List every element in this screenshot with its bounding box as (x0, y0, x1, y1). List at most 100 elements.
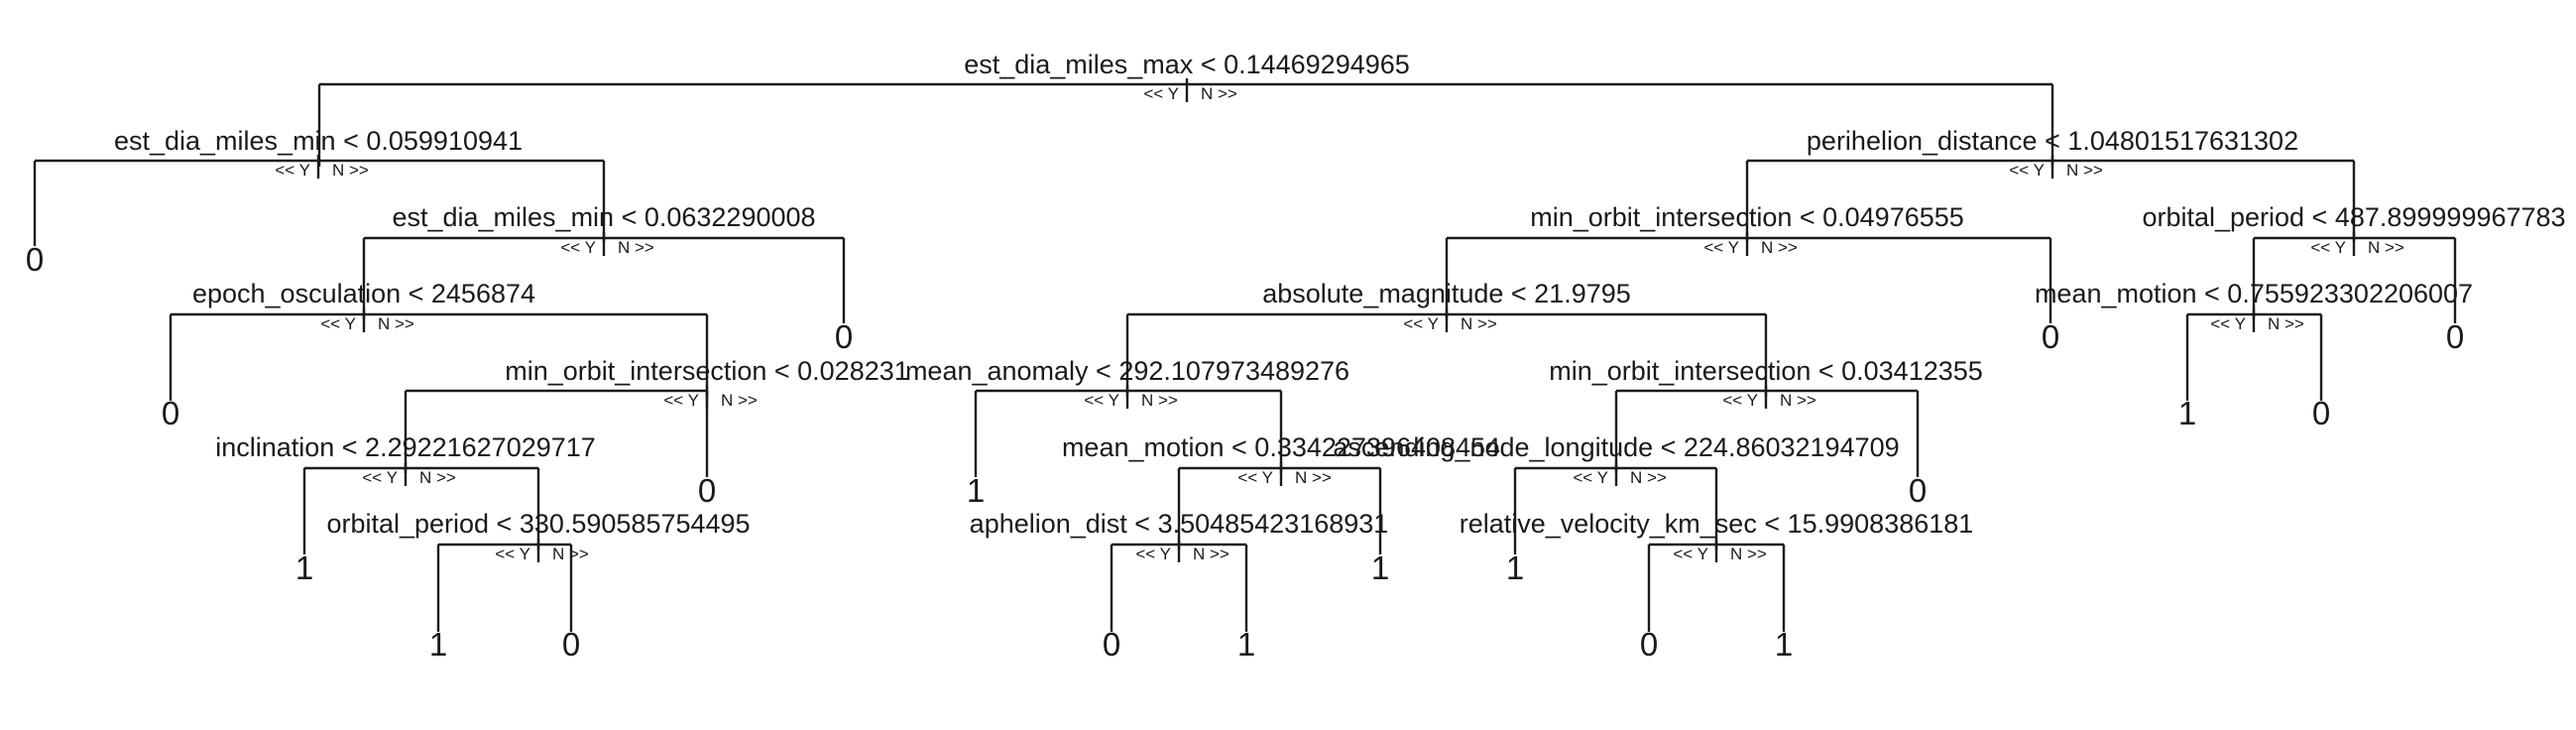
leaf-node-l16: 0 (2042, 318, 2059, 355)
split-label: est_dia_miles_max < 0.14469294965 (964, 50, 1410, 79)
split-node-n4: min_orbit_intersection < 0.028231 << Y N >… (404, 356, 909, 473)
leaf-node-l14: 1 (1775, 626, 1793, 663)
yes-label: << Y (2009, 161, 2045, 180)
leaf-node-l7: 0 (698, 472, 716, 509)
split-node-n0: est_dia_miles_max < 0.14469294965 << Y N >… (317, 50, 2054, 167)
split-node-n6: orbital_period < 330.590585754495 << Y N >… (326, 509, 751, 628)
leaf-node-l18: 1 (2178, 395, 2196, 431)
leaf-class-label: 0 (562, 626, 580, 663)
split-label: epoch_osculation < 2456874 (192, 279, 535, 308)
leaf-node-l4: 1 (295, 549, 313, 586)
split-node-n17: mean_motion < 0.755923302206007 << Y N >> (2035, 279, 2473, 397)
leaf-class-label: 1 (2178, 395, 2196, 431)
split-label: aphelion_dist < 3.50485423168931 (970, 509, 1389, 539)
split-node-n13: min_orbit_intersection < 0.03412355 << Y N… (1549, 356, 1983, 473)
no-label: N >> (618, 238, 654, 257)
split-node-n9: absolute_magnitude < 21.9795 << Y N >> (1125, 279, 1768, 397)
yes-label: << Y (2210, 314, 2246, 333)
no-label: N >> (2268, 314, 2304, 333)
yes-label: << Y (1722, 391, 1758, 410)
yes-label: << Y (320, 314, 356, 333)
no-label: N >> (2066, 161, 2103, 180)
split-label: mean_motion < 0.334227396408454 (1062, 432, 1500, 462)
leaf-class-label: 0 (1909, 472, 1927, 509)
yes-label: << Y (1673, 545, 1708, 563)
split-node-n7: perihelion_distance < 1.04801517631302 <<… (1745, 126, 2356, 242)
yes-label: << Y (1403, 314, 1439, 333)
split-label: orbital_period < 487.899999967783 (2142, 202, 2565, 232)
leaf-class-label: 1 (1775, 626, 1793, 663)
split-label: orbital_period < 330.590585754495 (326, 509, 750, 539)
leaf-node-l2: 0 (835, 318, 853, 355)
split-node-n8: min_orbit_intersection < 0.04976555 << Y N… (1445, 202, 2052, 319)
no-label: N >> (1630, 468, 1667, 487)
split-label: est_dia_miles_min < 0.059910941 (114, 126, 523, 156)
leaf-node-l17: 0 (2446, 318, 2464, 355)
leaf-node-l13: 0 (1640, 626, 1658, 663)
leaf-node-l10: 1 (1237, 626, 1255, 663)
no-label: N >> (1461, 314, 1497, 333)
no-label: N >> (1193, 545, 1229, 563)
split-node-n5: inclination < 2.29221627029717 << Y N >> (215, 432, 596, 550)
yes-label: << Y (1573, 468, 1608, 487)
leaf-node-l3: 0 (162, 395, 179, 431)
leaf-class-label: 1 (429, 626, 447, 663)
yes-label: << Y (362, 468, 398, 487)
leaf-node-l15: 0 (1909, 472, 1927, 509)
leaf-node-l12: 1 (1506, 549, 1524, 586)
split-node-n1: est_dia_miles_min < 0.059910941 << Y N >> (33, 126, 606, 242)
no-label: N >> (1201, 84, 1237, 103)
split-node-n3: epoch_osculation < 2456874 << Y N >> (169, 279, 709, 397)
split-node-n10: mean_anomaly < 292.107973489276 << Y N >> (905, 356, 1349, 473)
leaf-class-label: 1 (1506, 549, 1524, 586)
split-node-n16: orbital_period < 487.899999967783 << Y N >… (2142, 202, 2566, 319)
leaf-class-label: 1 (1371, 549, 1389, 586)
no-label: N >> (419, 468, 456, 487)
no-label: N >> (721, 391, 758, 410)
yes-label: << Y (1135, 545, 1171, 563)
no-label: N >> (1295, 468, 1332, 487)
leaf-class-label: 0 (698, 472, 716, 509)
split-node-n12: aphelion_dist < 3.50485423168931 << Y N >> (970, 509, 1389, 628)
split-label: mean_motion < 0.755923302206007 (2035, 279, 2473, 308)
split-node-n15: relative_velocity_km_sec < 15.9908386181… (1460, 509, 1974, 628)
yes-label: << Y (495, 545, 530, 563)
leaf-class-label: 0 (26, 241, 44, 278)
leaf-node-l5: 1 (429, 626, 447, 663)
yes-label: << Y (663, 391, 699, 410)
leaf-node-l6: 0 (562, 626, 580, 663)
yes-label: << Y (1084, 391, 1119, 410)
no-label: N >> (378, 314, 414, 333)
yes-label: << Y (1703, 238, 1739, 257)
no-label: N >> (2368, 238, 2404, 257)
split-label: perihelion_distance < 1.04801517631302 (1807, 126, 2298, 156)
leaf-class-label: 0 (835, 318, 853, 355)
leaf-class-label: 0 (162, 395, 179, 431)
yes-label: << Y (2310, 238, 2346, 257)
leaf-class-label: 1 (295, 549, 313, 586)
leaf-node-l19: 0 (2312, 395, 2330, 431)
yes-label: << Y (275, 161, 310, 180)
split-node-n2: est_dia_miles_min < 0.0632290008 << Y N >> (362, 202, 846, 319)
leaf-class-label: 0 (1103, 626, 1120, 663)
split-node-n14: ascending_node_longitude < 224.860321947… (1333, 432, 1900, 550)
yes-label: << Y (1237, 468, 1273, 487)
split-label: est_dia_miles_min < 0.0632290008 (392, 202, 815, 232)
split-label: relative_velocity_km_sec < 15.9908386181 (1460, 509, 1974, 539)
no-label: N >> (1730, 545, 1767, 563)
split-label: absolute_magnitude < 21.9795 (1262, 279, 1631, 308)
yes-label: << Y (560, 238, 596, 257)
leaf-class-label: 0 (2312, 395, 2330, 431)
split-node-n11: mean_motion < 0.334227396408454 << Y N >> (1062, 432, 1500, 550)
no-label: N >> (332, 161, 369, 180)
leaf-class-label: 0 (2446, 318, 2464, 355)
leaf-node-l8: 1 (967, 472, 985, 509)
yes-label: << Y (1143, 84, 1179, 103)
split-label: min_orbit_intersection < 0.04976555 (1530, 202, 1964, 232)
no-label: N >> (1141, 391, 1178, 410)
split-label: min_orbit_intersection < 0.03412355 (1549, 356, 1983, 386)
leaf-class-label: 1 (967, 472, 985, 509)
split-label: mean_anomaly < 292.107973489276 (905, 356, 1349, 386)
split-label: min_orbit_intersection < 0.028231 (505, 356, 909, 386)
